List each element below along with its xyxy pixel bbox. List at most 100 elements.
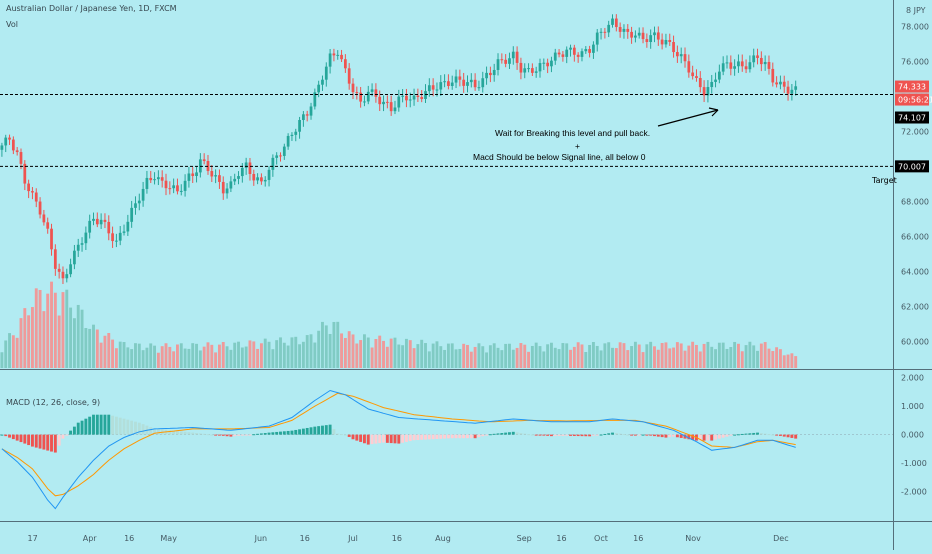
- candle-body: [656, 32, 660, 40]
- macd-histogram-bar: [99, 414, 103, 435]
- macd-histogram-bar: [649, 434, 653, 436]
- volume-bar: [485, 352, 489, 368]
- candle-body: [69, 264, 72, 275]
- macd-histogram-bar: [282, 431, 286, 435]
- candle-body: [103, 219, 107, 222]
- candle-body: [794, 86, 798, 90]
- macd-histogram-bar: [721, 434, 725, 438]
- candle-body: [511, 51, 515, 59]
- candle-body: [183, 180, 187, 191]
- candle-body: [477, 87, 481, 89]
- candle-body: [687, 61, 691, 73]
- volume-bar: [61, 292, 65, 368]
- candle-body: [343, 59, 347, 69]
- macd-histogram-bar: [637, 434, 641, 436]
- volume-bar: [717, 342, 721, 368]
- candle-body: [202, 159, 206, 162]
- macd-histogram-bar: [408, 434, 412, 442]
- candle-body: [584, 49, 588, 52]
- candle-body: [611, 18, 614, 25]
- macd-histogram-bar: [15, 434, 19, 441]
- candle-body: [676, 52, 679, 57]
- candle-body: [634, 35, 637, 38]
- candle-body: [0, 145, 4, 150]
- candle-body: [527, 68, 530, 70]
- volume-bar: [542, 351, 546, 368]
- macd-histogram-bar: [496, 433, 500, 435]
- candle-body: [23, 163, 27, 184]
- volume-bar: [27, 315, 31, 368]
- candle-body: [34, 192, 38, 202]
- candle-body: [748, 62, 752, 70]
- macd-histogram-bar: [458, 434, 462, 439]
- macd-histogram-bar: [771, 434, 775, 436]
- candle-body: [260, 177, 263, 182]
- candle-body: [164, 180, 168, 189]
- candle-body: [744, 66, 748, 70]
- macd-histogram-bar: [214, 434, 218, 436]
- macd-histogram-bar: [309, 427, 313, 435]
- macd-histogram-bar: [237, 434, 240, 436]
- symbol-title: Australian Dollar / Japanese Yen, 1D, FX…: [6, 4, 177, 13]
- candle-body: [321, 79, 324, 85]
- volume-bar: [790, 353, 794, 368]
- volume-bar: [210, 344, 214, 368]
- volume-bar: [454, 349, 458, 368]
- candle-body: [111, 233, 114, 242]
- macd-histogram-bar: [176, 431, 179, 435]
- candle-body: [298, 120, 301, 132]
- candle-body: [729, 62, 733, 69]
- macd-histogram-bar: [515, 432, 519, 435]
- candle-body: [328, 53, 332, 67]
- volume-bar: [313, 342, 317, 368]
- macd-histogram-bar: [527, 434, 530, 436]
- macd-histogram-bar: [382, 434, 385, 443]
- volume-bar: [695, 344, 698, 368]
- macd-histogram-bar: [88, 416, 92, 435]
- candle-body: [195, 172, 198, 177]
- macd-histogram-bar: [603, 433, 607, 435]
- candle-body: [393, 107, 397, 112]
- macd-histogram-bar: [622, 434, 626, 436]
- macd-histogram-bar: [385, 434, 389, 443]
- volume-bar: [183, 348, 187, 368]
- macd-histogram-bar: [763, 433, 767, 435]
- candle-body: [427, 85, 431, 92]
- macd-histogram-bar: [324, 425, 328, 435]
- volume-bar: [282, 342, 286, 368]
- candle-body: [469, 79, 473, 83]
- level-price-label: 70.007: [898, 162, 926, 171]
- volume-bar: [424, 343, 427, 368]
- volume-bar: [603, 343, 607, 368]
- macd-histogram-bar: [572, 434, 576, 436]
- time-tick-10: 16: [556, 534, 566, 543]
- macd-histogram-bar: [691, 434, 695, 440]
- macd-histogram-bar: [397, 434, 401, 444]
- candle-body: [462, 79, 466, 86]
- macd-histogram-bar: [172, 430, 176, 435]
- macd-histogram-bar: [275, 431, 279, 435]
- volume-bar: [404, 338, 408, 368]
- candle-body: [630, 31, 633, 38]
- volume-bar: [38, 289, 42, 368]
- volume-bar: [122, 342, 126, 368]
- candle-body: [359, 92, 363, 102]
- volume-bar: [553, 347, 557, 368]
- candle-body: [355, 92, 359, 94]
- macd-label: MACD (12, 26, close, 9): [6, 398, 101, 407]
- volume-bar: [8, 333, 11, 368]
- macd-histogram-bar: [530, 434, 534, 436]
- candle-body: [435, 89, 439, 91]
- candle-body: [313, 92, 317, 107]
- candle-body: [389, 102, 393, 112]
- macd-histogram-bar: [744, 433, 748, 435]
- volume-bar: [626, 350, 630, 368]
- macd-histogram-bar: [401, 434, 405, 443]
- volume-bar: [343, 337, 347, 368]
- macd-histogram-bar: [107, 414, 111, 435]
- candle-body: [664, 39, 668, 45]
- macd-histogram-bar: [778, 434, 782, 436]
- volume-bar: [206, 342, 210, 368]
